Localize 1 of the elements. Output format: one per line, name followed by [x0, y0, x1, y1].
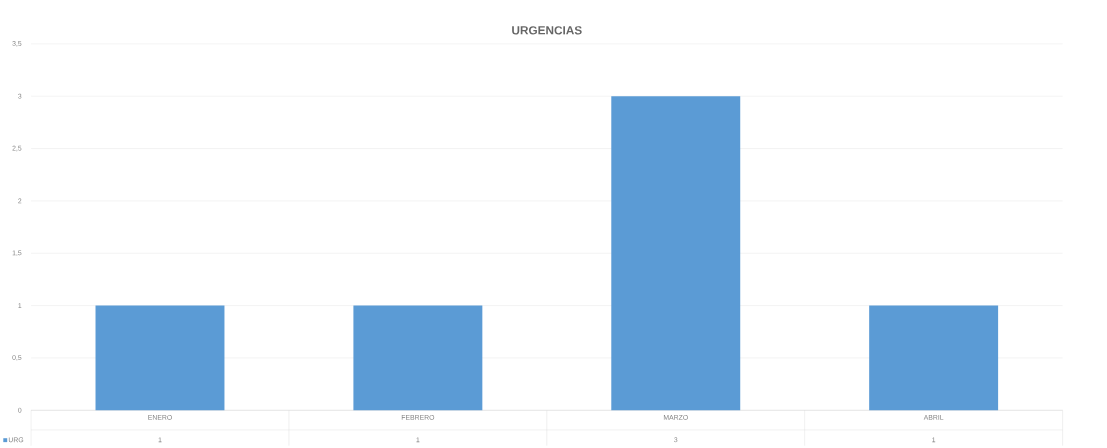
chart-title: URGENCIAS: [512, 26, 582, 35]
